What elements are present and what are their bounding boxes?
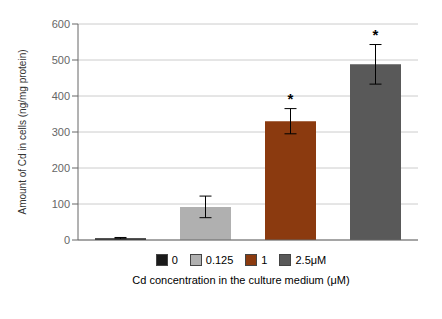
svg-text:200: 200	[52, 162, 70, 174]
html-text:2.5μM: 2.5μM	[295, 254, 327, 266]
svg-text:Amount of Cd in cells (ng/mg p: Amount of Cd in cells (ng/mg protein)	[17, 49, 28, 214]
svg-text:600: 600	[52, 18, 70, 30]
svg-text:300: 300	[52, 126, 70, 138]
html-text:1: 1	[261, 254, 268, 266]
svg-text:0: 0	[64, 234, 70, 246]
svg-text:100: 100	[52, 198, 70, 210]
svg-text:400: 400	[52, 90, 70, 102]
html-text:Cd concentration in the cultur: Cd concentration in the culture medium (…	[132, 274, 350, 286]
svg-text:500: 500	[52, 54, 70, 66]
html-text:0.125: 0.125	[205, 254, 234, 266]
svg-text:*: *	[373, 26, 379, 43]
html-text:0: 0	[171, 254, 178, 266]
svg-text:*: *	[288, 90, 294, 107]
